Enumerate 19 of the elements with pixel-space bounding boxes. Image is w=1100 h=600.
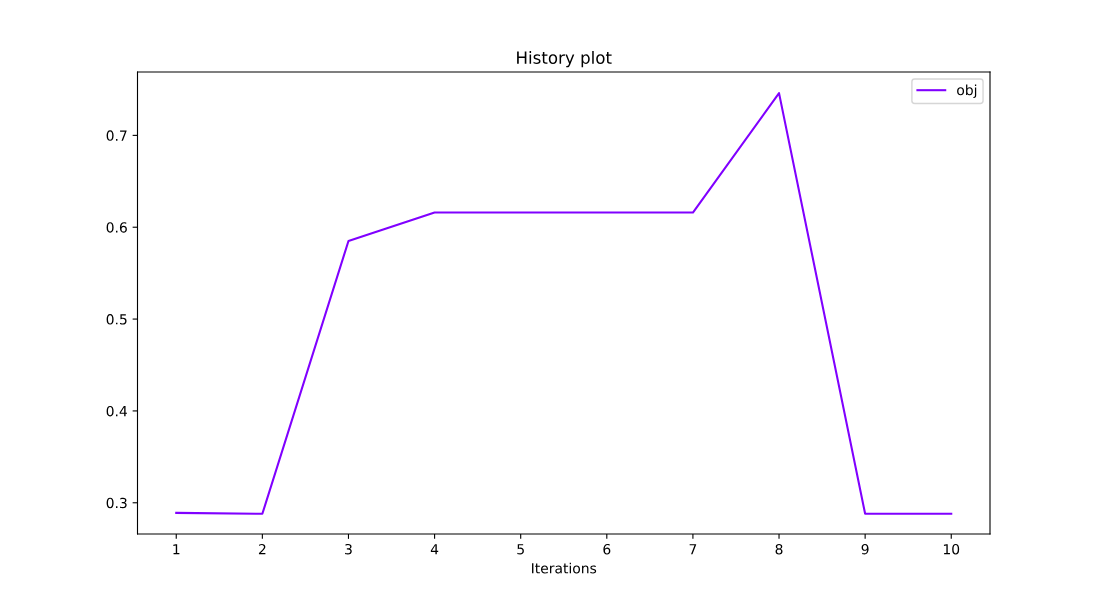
x-tick-label: 9 — [861, 543, 869, 555]
chart-title: History plot — [517, 51, 612, 68]
x-tick-label: 6 — [603, 543, 611, 555]
y-tick-label: 0.5 — [106, 314, 127, 325]
x-tick-label: 7 — [689, 544, 697, 555]
y-tick-label: 0.7 — [106, 130, 127, 141]
x-axis-title: Iterations — [532, 562, 597, 574]
legend-label: obj — [957, 84, 977, 98]
y-tick-label: 0.6 — [106, 222, 127, 233]
x-tick-label: 1 — [173, 544, 180, 555]
y-tick-label: 0.4 — [106, 405, 127, 417]
x-tick-label: 8 — [775, 543, 783, 555]
x-tick-label: 4 — [430, 544, 439, 555]
line-series — [175, 92, 953, 515]
x-tick-label: 3 — [345, 543, 352, 555]
x-tick-label: 2 — [258, 543, 266, 555]
y-tick-label: 0.3 — [106, 497, 127, 509]
x-tick-label: 10 — [943, 543, 960, 555]
x-tick-label: 5 — [517, 544, 524, 555]
